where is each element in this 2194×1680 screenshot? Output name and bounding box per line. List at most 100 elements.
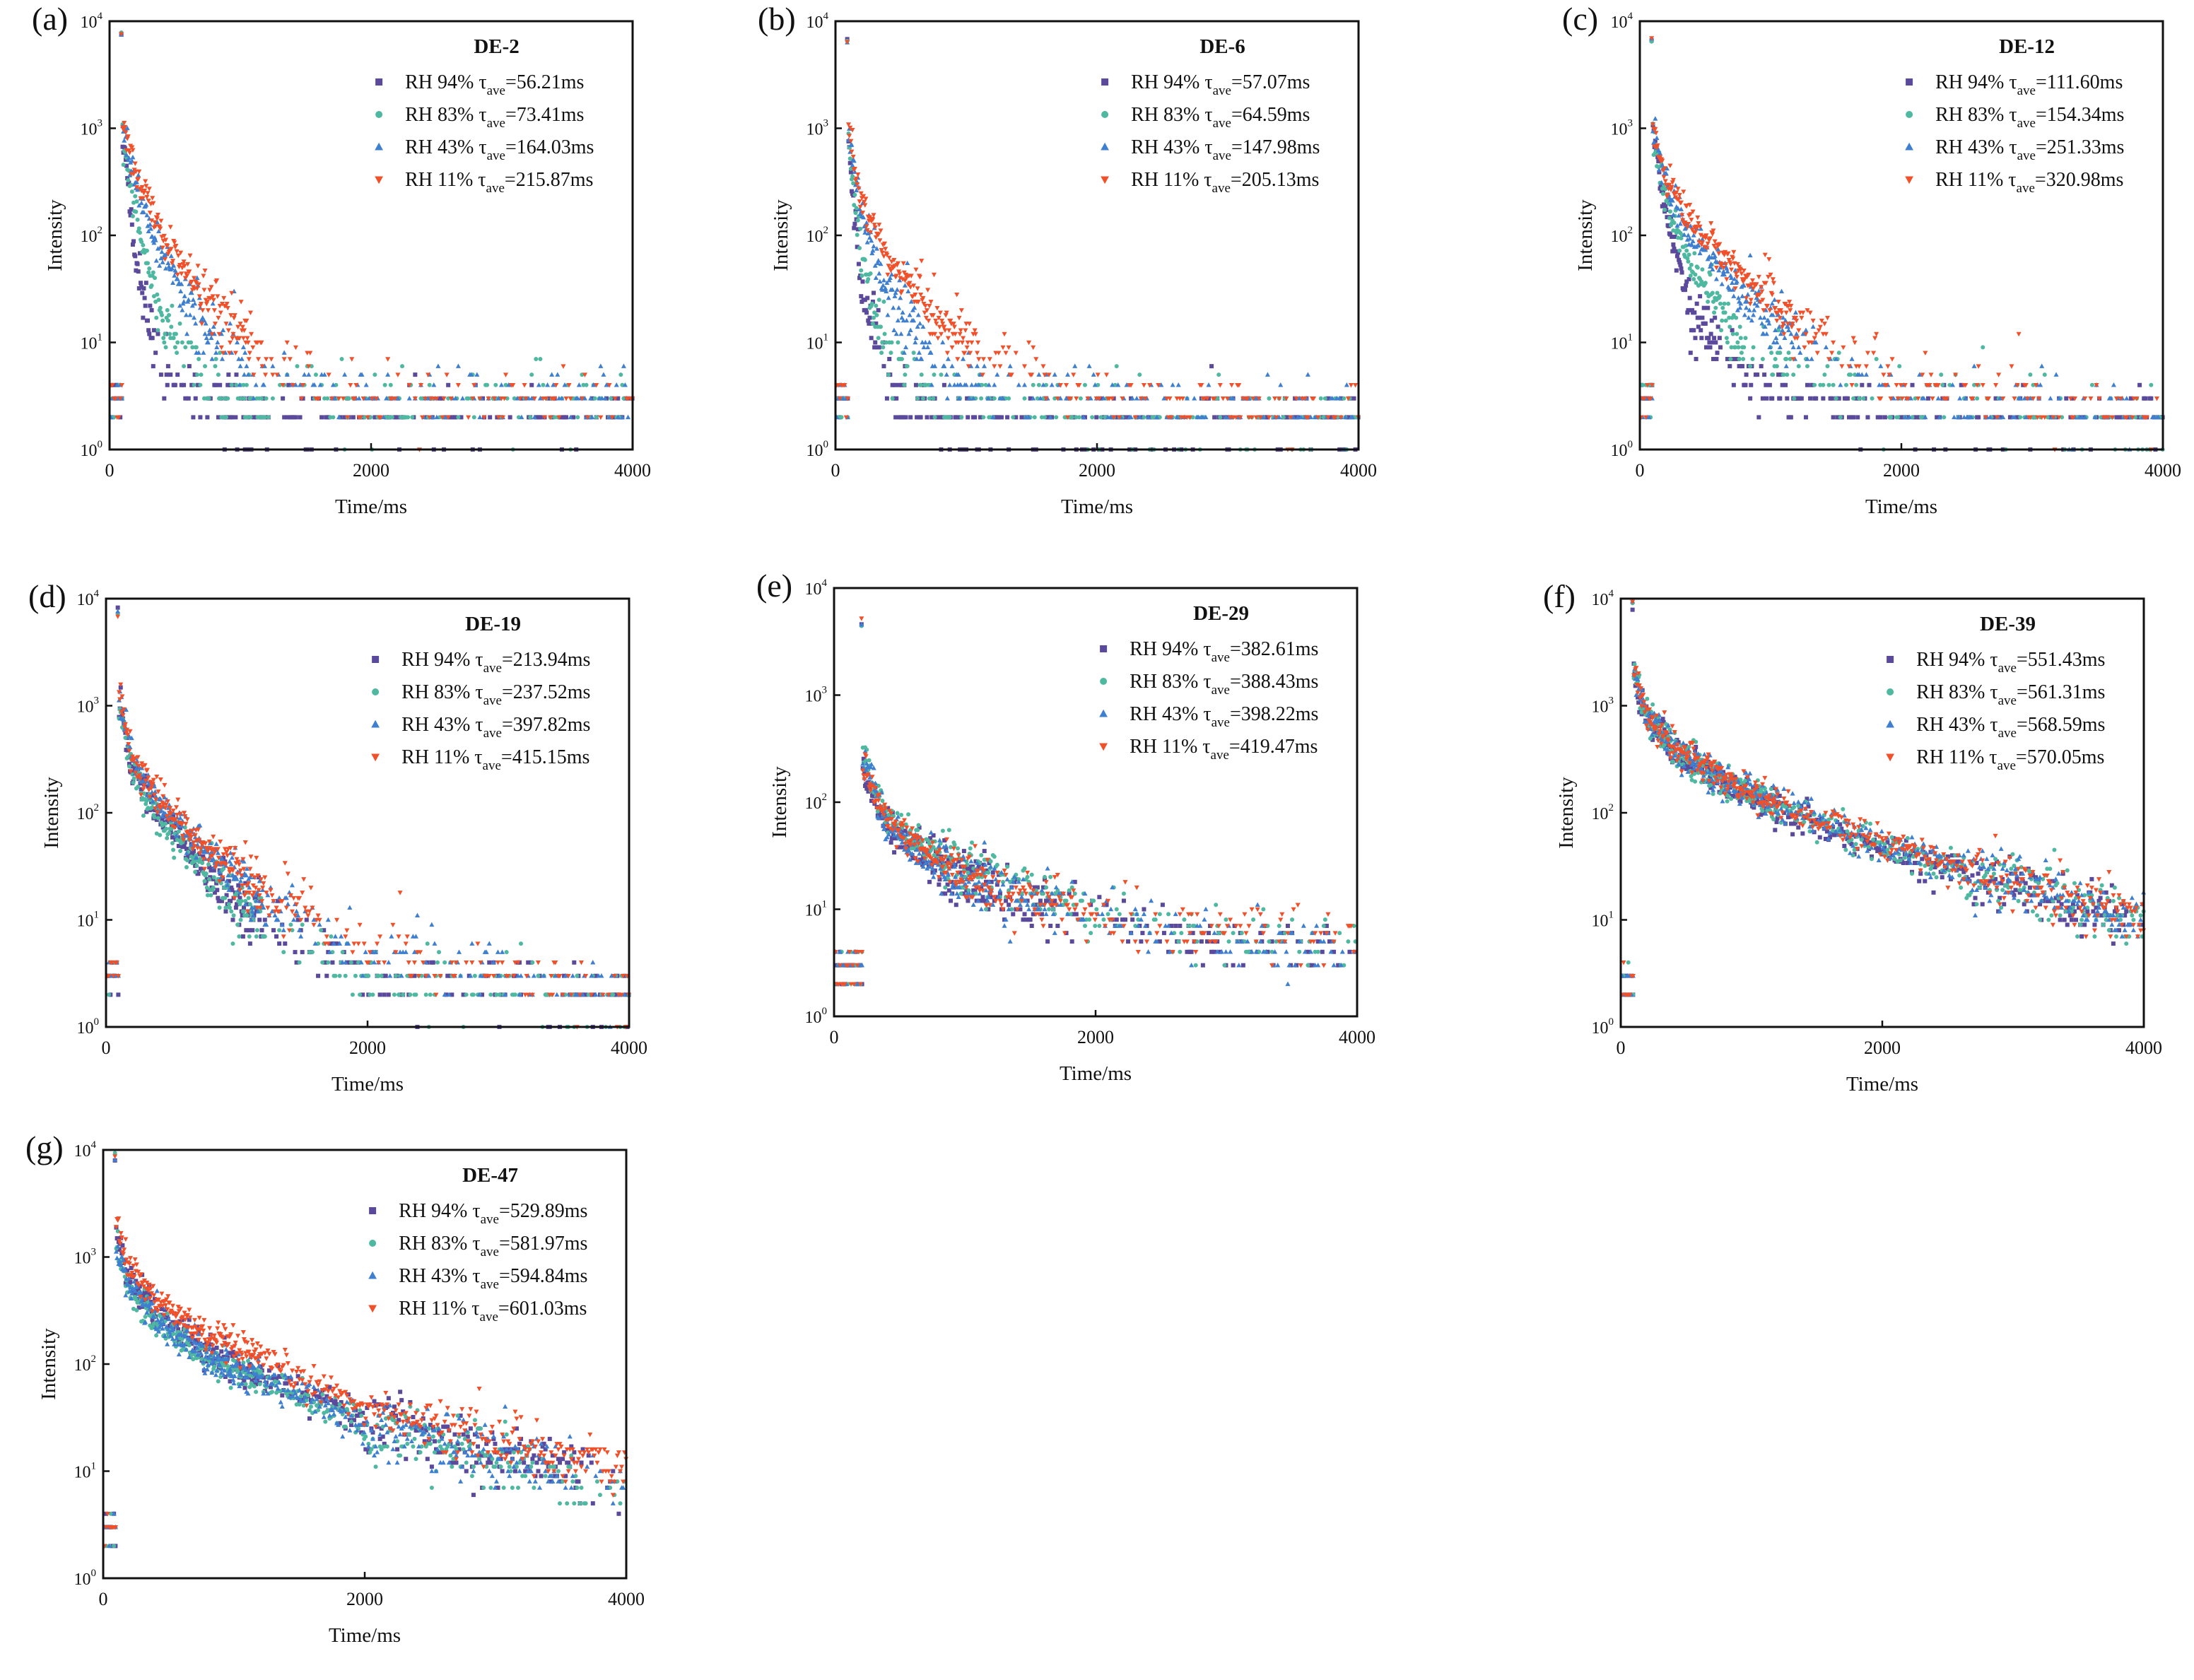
point-circle: [1812, 383, 1817, 387]
point-circle: [1023, 396, 1027, 401]
point-square: [1865, 415, 1870, 419]
point-triangle-down: [127, 151, 132, 155]
point-triangle-down: [981, 357, 986, 361]
point-square: [187, 396, 191, 401]
point-triangle-down: [1802, 346, 1807, 350]
point-triangle-up: [1698, 251, 1703, 255]
y-axis-label: Intensity: [44, 199, 66, 271]
point-triangle-down: [1031, 346, 1036, 350]
point-triangle-down: [1744, 296, 1749, 300]
point-circle: [959, 415, 963, 419]
point-triangle-up: [871, 244, 876, 248]
point-square: [187, 364, 192, 368]
point-triangle-down: [1272, 396, 1277, 401]
legend-tau-subscript: ave: [483, 726, 502, 741]
point-triangle-down: [579, 961, 584, 965]
legend-series-name: RH 11%: [401, 746, 474, 768]
point-square: [257, 918, 262, 922]
point-triangle-up: [282, 350, 287, 354]
point-circle: [886, 372, 891, 377]
point-triangle-up: [500, 949, 505, 953]
point-triangle-down: [284, 906, 289, 910]
point-triangle-down: [927, 304, 932, 308]
point-circle: [132, 776, 136, 780]
point-square: [1703, 322, 1708, 326]
point-square: [1783, 383, 1788, 387]
point-triangle-up: [614, 382, 619, 387]
point-square: [271, 928, 276, 932]
point-square: [351, 415, 356, 419]
point-square: [1671, 242, 1675, 247]
point-circle: [1731, 332, 1735, 336]
point-circle: [248, 415, 252, 419]
point-circle: [1689, 263, 1694, 267]
point-triangle-up: [306, 372, 311, 376]
point-square: [165, 383, 170, 387]
point-triangle-down: [1976, 364, 1981, 368]
point-square: [1190, 950, 1194, 954]
point-triangle-up: [407, 396, 412, 400]
point-circle: [1743, 336, 1747, 340]
point-square: [1764, 383, 1768, 387]
point-triangle-down: [216, 316, 221, 320]
point-triangle-down: [350, 950, 355, 954]
point-triangle-up: [339, 934, 344, 938]
point-square: [2143, 396, 2147, 401]
legend-entry: RH 94% τave=56.21ms: [405, 71, 584, 98]
point-square: [2064, 396, 2068, 401]
point-triangle-down: [233, 846, 237, 850]
point-square: [147, 332, 151, 336]
point-triangle-up: [1762, 315, 1767, 319]
point-triangle-down: [390, 923, 395, 927]
point-triangle-up: [1016, 382, 1021, 387]
legend-marker: [1101, 111, 1108, 118]
point-square: [230, 918, 235, 922]
point-triangle-down: [500, 961, 505, 965]
point-triangle-up: [317, 922, 322, 927]
point-circle: [383, 383, 387, 387]
point-circle: [247, 934, 252, 939]
point-circle: [262, 415, 266, 419]
point-square: [446, 383, 450, 387]
point-triangle-up: [626, 415, 630, 419]
point-triangle-down: [1033, 357, 1038, 361]
legend-entry: RH 83% τave=64.59ms: [1131, 104, 1310, 131]
point-triangle-down: [1871, 351, 1876, 355]
point-circle: [1848, 372, 1853, 377]
y-tick-base: 10: [81, 13, 98, 32]
point-square: [1764, 396, 1768, 401]
point-circle: [891, 396, 895, 401]
point-circle: [1708, 273, 1713, 277]
point-square: [1320, 950, 1325, 954]
point-triangle-down: [229, 291, 234, 295]
point-square: [136, 269, 141, 274]
point-circle: [915, 396, 920, 401]
point-square: [1759, 364, 1764, 368]
point-triangle-up: [1772, 297, 1777, 301]
point-square: [143, 296, 147, 300]
point-triangle-down: [1728, 262, 1733, 266]
point-triangle-up: [270, 363, 275, 368]
point-square: [1689, 351, 1693, 355]
point-triangle-up: [905, 288, 910, 293]
legend-tau-symbol: τ: [2009, 104, 2017, 126]
point-triangle-up: [555, 372, 560, 376]
point-triangle-up: [215, 340, 220, 344]
point-circle: [921, 396, 925, 401]
point-circle: [437, 950, 441, 954]
point-circle: [896, 341, 900, 345]
series-rh43: [834, 40, 1355, 451]
point-circle: [1737, 357, 1742, 361]
point-square: [954, 903, 958, 907]
point-square: [857, 262, 861, 266]
series-rh11: [1638, 36, 2159, 452]
point-circle: [1734, 316, 1738, 320]
point-circle: [271, 396, 275, 401]
point-circle: [880, 341, 884, 345]
legend-tau-symbol: τ: [1204, 136, 1212, 158]
point-triangle-up: [415, 912, 420, 917]
point-triangle-up: [432, 941, 437, 945]
point-circle: [1739, 336, 1743, 340]
point-triangle-down: [1794, 319, 1799, 323]
point-circle: [192, 383, 196, 387]
